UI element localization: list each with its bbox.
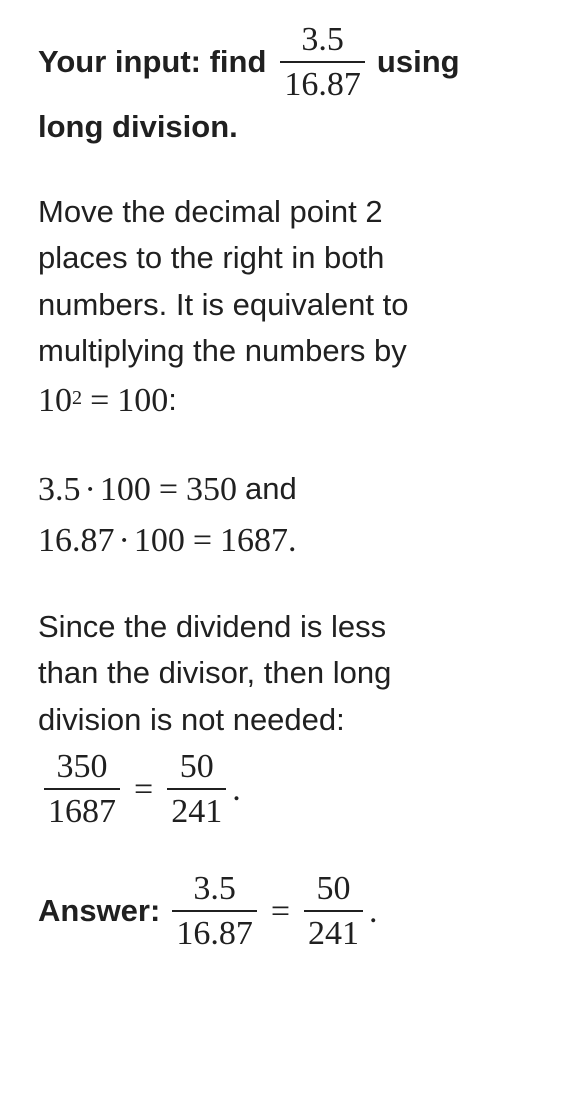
step3-frac1: 350 1687 <box>44 747 120 831</box>
input-tail: using <box>377 39 460 86</box>
step1-line3: numbers. It is equivalent to <box>38 282 546 329</box>
step3-line1: Since the dividend is less <box>38 604 546 651</box>
step3-f1den: 1687 <box>44 790 120 831</box>
page-content: Your input: find 3.5 16.87 using long di… <box>0 0 576 974</box>
step1-block: Move the decimal point 2 places to the r… <box>38 189 546 426</box>
step1-line1: Move the decimal point 2 <box>38 189 546 236</box>
step1-line4: multiplying the numbers by <box>38 328 546 375</box>
input-line2: long division. <box>38 104 546 151</box>
ten-base: 10 <box>38 375 72 426</box>
answer-frac1: 3.5 16.87 <box>172 869 257 953</box>
step2-line2: 16.87 · 100 = 1687. <box>38 515 546 566</box>
s2-e2c: 1687 <box>220 515 288 566</box>
input-block: Your input: find 3.5 16.87 using long di… <box>38 20 546 151</box>
input-lead: Your input: find <box>38 39 266 86</box>
answer-line: Answer: 3.5 16.87 = 50 241 . <box>38 869 546 953</box>
step3-eq: = <box>134 764 153 815</box>
s2-eq1: = <box>159 464 178 515</box>
step3-line2: than the divisor, then long <box>38 650 546 697</box>
answer-eq: = <box>271 886 290 937</box>
step1-line5: 102 = 100: <box>38 375 546 426</box>
step3-f2num: 50 <box>167 747 226 790</box>
step3-frac2: 50 241 <box>167 747 226 831</box>
s2-and: and <box>245 466 297 513</box>
step1-equals: = <box>90 375 109 426</box>
step3-f1num: 350 <box>44 747 120 790</box>
step3-line3: division is not needed: <box>38 697 546 744</box>
s2-dot1: · <box>85 464 96 515</box>
answer-frac2: 50 241 <box>304 869 363 953</box>
ten-exp: 2 <box>72 383 82 413</box>
s2-e1a: 3.5 <box>38 464 81 515</box>
step3-block: Since the dividend is less than the divi… <box>38 604 546 832</box>
step1-line2: places to the right in both <box>38 235 546 282</box>
input-frac-num: 3.5 <box>280 20 365 63</box>
step1-colon: : <box>168 377 177 424</box>
answer-block: Answer: 3.5 16.87 = 50 241 . <box>38 869 546 953</box>
answer-f1den: 16.87 <box>172 912 257 953</box>
step3-eqline: 350 1687 = 50 241 . <box>38 747 546 831</box>
s2-period: . <box>288 515 297 566</box>
s2-e2a: 16.87 <box>38 515 115 566</box>
answer-f2num: 50 <box>304 869 363 912</box>
answer-period: . <box>369 886 378 937</box>
step2-block: 3.5 · 100 = 350 and 16.87 · 100 = 1687. <box>38 464 546 566</box>
step1-hundred: 100 <box>117 375 168 426</box>
step3-period: . <box>232 764 241 815</box>
input-frac-den: 16.87 <box>280 63 365 104</box>
s2-e1b: 100 <box>100 464 151 515</box>
input-line1: Your input: find 3.5 16.87 using <box>38 20 546 104</box>
answer-f1num: 3.5 <box>172 869 257 912</box>
step2-line1: 3.5 · 100 = 350 and <box>38 464 546 515</box>
s2-dot2: · <box>119 515 130 566</box>
s2-e2b: 100 <box>134 515 185 566</box>
answer-f2den: 241 <box>304 912 363 953</box>
s2-eq2: = <box>193 515 212 566</box>
input-fraction: 3.5 16.87 <box>280 20 365 104</box>
answer-label: Answer: <box>38 888 160 935</box>
step3-f2den: 241 <box>167 790 226 831</box>
s2-e1c: 350 <box>186 464 237 515</box>
